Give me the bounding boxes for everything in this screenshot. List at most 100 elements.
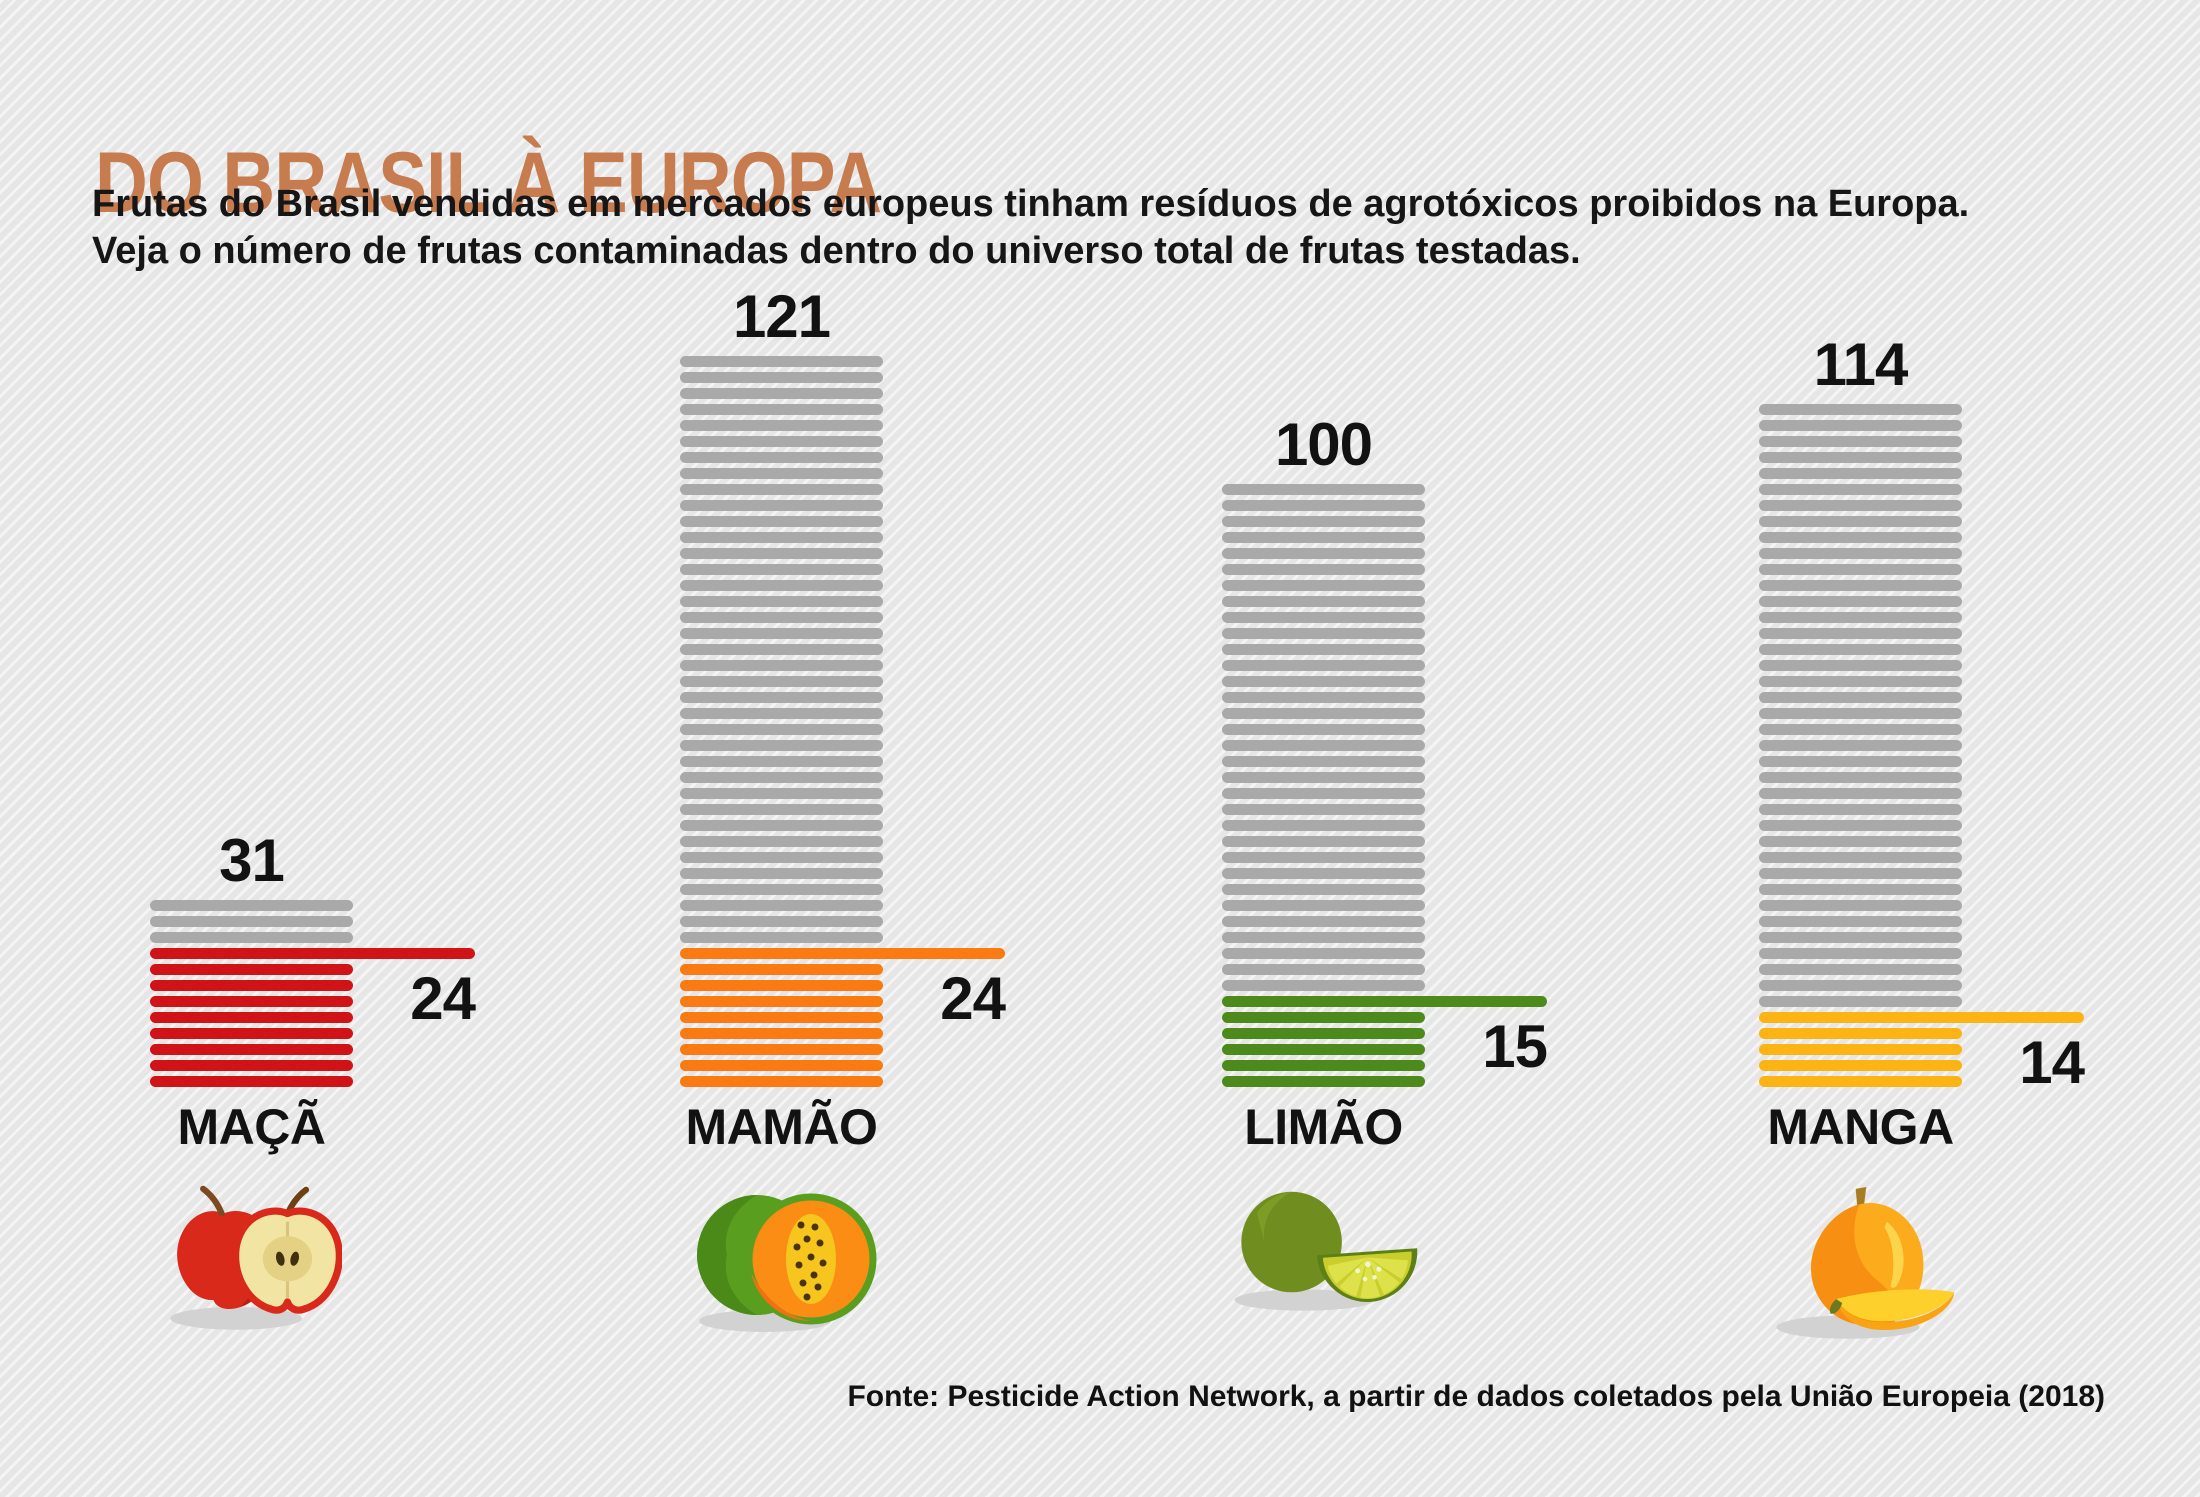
bar-stripe-tested — [1222, 724, 1425, 735]
bar-stripe-tested — [1759, 964, 1962, 975]
bar-stripe-tested — [1759, 692, 1962, 703]
bar-stripe-contaminated — [680, 1060, 883, 1071]
lime-icon — [1222, 1168, 1425, 1363]
bar-stripe-tested — [1759, 660, 1962, 671]
bar-stripe-tested — [1759, 932, 1962, 943]
bar-stripe-tested — [680, 644, 883, 655]
bar-stripe-tested — [680, 724, 883, 735]
bar-stripe-tested — [1759, 404, 1962, 415]
bar-stripe-tested — [680, 932, 883, 943]
bar-stripe-contaminated — [680, 980, 883, 991]
bar-stripe-tested — [1222, 756, 1425, 767]
bar-stripe-tested — [1759, 644, 1962, 655]
bar-stripe-tested — [1759, 804, 1962, 815]
bar-stripe-tested — [680, 708, 883, 719]
bar-stripe-tested — [680, 580, 883, 591]
bar-stripe-tested — [1759, 628, 1962, 639]
bar-stripe-tested — [1759, 980, 1962, 991]
bar-value-contaminated-0: 24 — [410, 965, 476, 1032]
bar-stripe-tested — [1222, 676, 1425, 687]
bar-label-1: MAMÃO — [685, 1099, 878, 1155]
bar-stripe-tested — [1222, 500, 1425, 511]
bar-stripe-tested — [1759, 836, 1962, 847]
bar-stripe-tested — [1222, 612, 1425, 623]
bar-stripe-tested — [1222, 900, 1425, 911]
bar-stripe-tested — [1222, 628, 1425, 639]
bar-stripe-tested — [1759, 756, 1962, 767]
bar-stripe-tested — [1759, 596, 1962, 607]
bar-stripe-contaminated — [1222, 1028, 1425, 1039]
bar-stripe-tested — [1222, 532, 1425, 543]
bar-label-3: MANGA — [1767, 1099, 1954, 1155]
bar-stripe-tested — [680, 484, 883, 495]
bar-stripe-tested — [680, 884, 883, 895]
bar-stripe-tested — [1222, 884, 1425, 895]
bar-stripe-tested — [680, 612, 883, 623]
subtitle-line-1: Frutas do Brasil vendidas em mercados eu… — [92, 183, 1970, 225]
bar-value-total-0: 31 — [219, 827, 285, 894]
bar-stripe-contaminated — [1222, 1076, 1425, 1087]
bar-stripe-tested — [1222, 708, 1425, 719]
bar-value-contaminated-1: 24 — [940, 965, 1006, 1032]
source-note: Fonte: Pesticide Action Network, a parti… — [847, 1380, 2105, 1413]
bar-stripe-tested — [680, 356, 883, 367]
bar-stripe-tested — [1222, 868, 1425, 879]
bar-label-0: MAÇÃ — [177, 1099, 326, 1155]
bar-stripe-tested — [1222, 692, 1425, 703]
bar-stripe-tested — [1759, 772, 1962, 783]
bar-stripe-tested — [1222, 804, 1425, 815]
bar-stripe-tested — [680, 388, 883, 399]
bar-stripe-contaminated — [150, 1012, 353, 1023]
bar-stripe-tested — [1222, 964, 1425, 975]
bar-stripe-tested — [150, 916, 353, 927]
bar-stripe-contaminated — [680, 964, 883, 975]
bar-stripe-contaminated — [680, 996, 883, 1007]
bar-stripe-tested — [1759, 436, 1962, 447]
mango-icon — [1759, 1168, 1962, 1363]
bar-stripe-contaminated — [150, 1060, 353, 1071]
bar-stripe-tested — [680, 564, 883, 575]
bar-stripe-tested — [1222, 948, 1425, 959]
subtitle: Frutas do Brasil vendidas em mercados eu… — [92, 181, 1969, 275]
bar-stripe-tested — [1759, 484, 1962, 495]
bar-stripe-tested — [680, 436, 883, 447]
bar-stripe-tested — [1759, 548, 1962, 559]
bar-stripe-tested — [680, 820, 883, 831]
bar-stripe-tested — [680, 452, 883, 463]
bar-value-total-3: 114 — [1813, 331, 1909, 398]
bar-stripe-tested — [1222, 660, 1425, 671]
bar-stripe-contaminated — [1759, 1012, 2084, 1023]
bar-stripe-tested — [680, 852, 883, 863]
bar-stripe-contaminated — [680, 1012, 883, 1023]
bar-stripe-tested — [680, 740, 883, 751]
bar-stripe-tested — [1222, 820, 1425, 831]
bar-stripe-contaminated — [150, 1028, 353, 1039]
bar-stripe-tested — [1759, 724, 1962, 735]
bar-stripe-contaminated — [680, 1028, 883, 1039]
bar-stripe-tested — [680, 772, 883, 783]
bar-stripe-tested — [1759, 468, 1962, 479]
bar-stripe-tested — [1759, 740, 1962, 751]
bar-stripe-tested — [1759, 852, 1962, 863]
bar-stripe-tested — [1759, 868, 1962, 879]
bar-stripe-contaminated — [150, 964, 353, 975]
bar-stripe-tested — [1759, 500, 1962, 511]
bar-stripe-tested — [680, 516, 883, 527]
bar-stripe-tested — [680, 628, 883, 639]
bar-stripe-contaminated — [680, 948, 1005, 959]
bar-stripe-tested — [1759, 612, 1962, 623]
bar-stripe-tested — [680, 804, 883, 815]
bar-stripe-tested — [680, 596, 883, 607]
bar-value-contaminated-2: 15 — [1482, 1013, 1548, 1080]
bar-stripe-tested — [680, 660, 883, 671]
bar-label-2: LIMÃO — [1244, 1099, 1403, 1155]
bar-stripe-tested — [680, 500, 883, 511]
bar-stripe-tested — [1222, 484, 1425, 495]
bar-stripe-contaminated — [1222, 1012, 1425, 1023]
bar-stripe-tested — [680, 836, 883, 847]
bar-stripe-tested — [1222, 580, 1425, 591]
bar-stripe-tested — [680, 532, 883, 543]
bar-stripe-tested — [1759, 420, 1962, 431]
bar-stripe-tested — [680, 420, 883, 431]
bar-stripe-tested — [1222, 852, 1425, 863]
